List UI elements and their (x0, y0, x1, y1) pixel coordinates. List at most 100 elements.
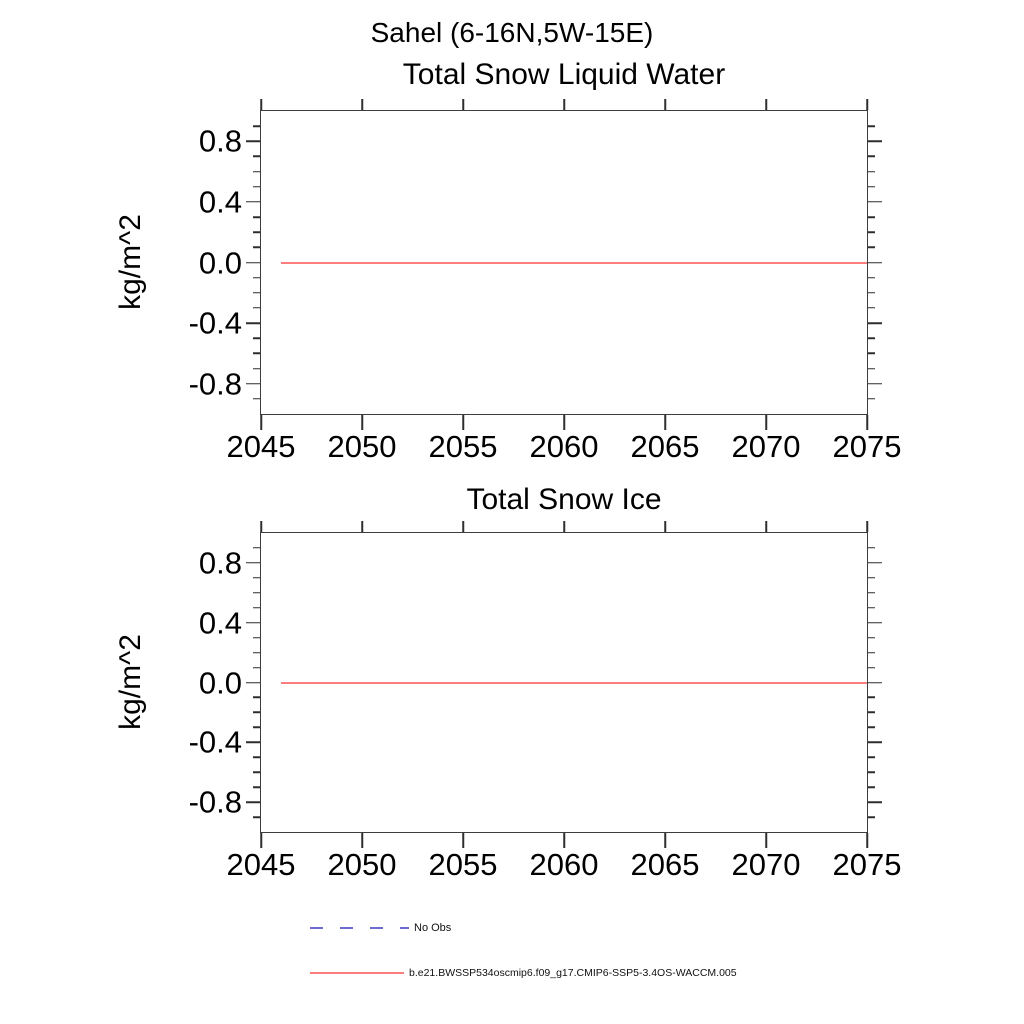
x-tick-label: 2070 (731, 429, 801, 464)
x-major-tick-top (563, 99, 565, 110)
y-minor-tick (253, 231, 260, 233)
region-suptitle: Sahel (6-16N,5W-15E) (370, 17, 654, 48)
x-major-tick-top (462, 99, 464, 110)
y-tick-label: -0.4 (188, 724, 242, 760)
x-tick-label: 2070 (731, 847, 801, 882)
legend-label-no-obs: No Obs (414, 922, 452, 934)
x-major-tick-top (361, 521, 363, 532)
y-minor-tick (253, 786, 260, 788)
legend: No Obs b.e21.BWSSP534oscmip6.f09_g17.CMI… (310, 919, 737, 982)
y-minor-tick (253, 292, 260, 294)
x-major-tick (260, 833, 262, 848)
y-minor-tick-right (868, 636, 875, 639)
y-minor-tick (253, 307, 260, 309)
y-minor-tick-right (868, 756, 875, 758)
x-major-tick (260, 415, 262, 430)
y-minor-tick-right (868, 771, 875, 773)
y-tick-label: -0.4 (188, 305, 242, 341)
y-minor-tick (253, 186, 260, 188)
x-major-tick-top (664, 521, 666, 532)
x-major-tick-top (866, 99, 868, 110)
x-major-tick (563, 833, 565, 848)
y-minor-tick (253, 125, 260, 127)
y-major-tick-right (868, 621, 882, 624)
y-tick-label: 0.4 (198, 605, 242, 641)
x-tick-label: 2050 (327, 847, 397, 882)
y-tick-label: 0.0 (198, 665, 242, 700)
x-major-tick (361, 833, 363, 848)
y-minor-tick (253, 636, 260, 639)
x-major-tick (866, 833, 868, 848)
y-minor-tick (253, 352, 260, 355)
y-minor-tick (253, 577, 260, 579)
y-major-tick (246, 201, 260, 203)
x-tick-label: 2050 (327, 429, 397, 464)
x-major-tick (462, 833, 464, 848)
y-minor-tick (253, 170, 260, 173)
y-minor-tick (253, 816, 260, 818)
y-minor-tick-right (868, 292, 875, 294)
x-major-tick (866, 415, 868, 430)
model-run-line-sample (310, 972, 404, 974)
x-major-tick (765, 415, 767, 430)
y-minor-tick-right (868, 186, 875, 188)
x-tick-label: 2075 (832, 429, 902, 464)
y-major-tick (246, 801, 260, 803)
y-axis-title: kg/m^2 (114, 214, 147, 310)
y-major-tick-right (868, 681, 882, 684)
y-major-tick-right (868, 140, 882, 143)
y-minor-tick (253, 592, 260, 594)
x-major-tick (361, 415, 363, 430)
legend-item-no-obs: No Obs (310, 919, 737, 937)
x-tick-label: 2045 (226, 429, 296, 464)
y-tick-label: 0.8 (198, 545, 242, 581)
x-tick-label: 2060 (529, 429, 599, 464)
x-tick-label: 2065 (630, 429, 700, 464)
y-minor-tick (253, 696, 260, 699)
y-tick-label: -0.8 (188, 784, 242, 820)
x-major-tick (563, 415, 565, 430)
y-minor-tick-right (868, 816, 875, 818)
y-minor-tick-right (868, 170, 875, 173)
x-tick-label: 2075 (832, 847, 902, 882)
x-major-tick (664, 415, 666, 430)
y-minor-tick (253, 155, 260, 158)
y-major-tick (246, 322, 260, 324)
x-major-tick-top (664, 99, 666, 110)
y-minor-tick-right (868, 547, 875, 549)
x-tick-label: 2055 (428, 847, 498, 882)
x-major-tick-top (361, 99, 363, 110)
y-minor-tick-right (868, 696, 875, 699)
y-minor-tick-right (868, 666, 875, 669)
x-major-tick (664, 833, 666, 848)
x-tick-label: 2045 (226, 847, 296, 882)
y-major-tick-right (868, 261, 882, 264)
y-minor-tick (253, 246, 260, 249)
x-major-tick-top (866, 521, 868, 532)
y-tick-label: 0.0 (198, 245, 242, 280)
y-minor-tick (253, 547, 260, 549)
y-minor-tick (253, 337, 260, 339)
y-minor-tick-right (868, 337, 875, 339)
y-major-tick (246, 621, 260, 624)
y-minor-tick-right (868, 367, 875, 370)
y-major-tick (246, 382, 260, 385)
y-major-tick (246, 681, 260, 684)
series-line (281, 261, 867, 264)
y-minor-tick-right (868, 398, 875, 400)
y-tick-label: -0.8 (188, 366, 242, 402)
y-tick-label: 0.8 (198, 123, 242, 159)
y-minor-tick-right (868, 786, 875, 788)
y-major-tick-right (868, 201, 882, 203)
y-minor-tick-right (868, 231, 875, 233)
y-minor-tick-right (868, 726, 875, 729)
plot-area: 2045 2050 2055 2060 2065 2070 2075 0.8 0.4 0.0 -0.… (189, 99, 901, 462)
y-minor-tick (253, 276, 260, 279)
y-minor-tick-right (868, 155, 875, 158)
y-minor-tick-right (868, 216, 875, 218)
x-major-tick-top (260, 521, 262, 532)
y-minor-tick (253, 607, 260, 609)
y-minor-tick (253, 398, 260, 400)
chart-title: Total Snow Liquid Water (402, 58, 726, 91)
y-major-tick-right (868, 322, 882, 324)
